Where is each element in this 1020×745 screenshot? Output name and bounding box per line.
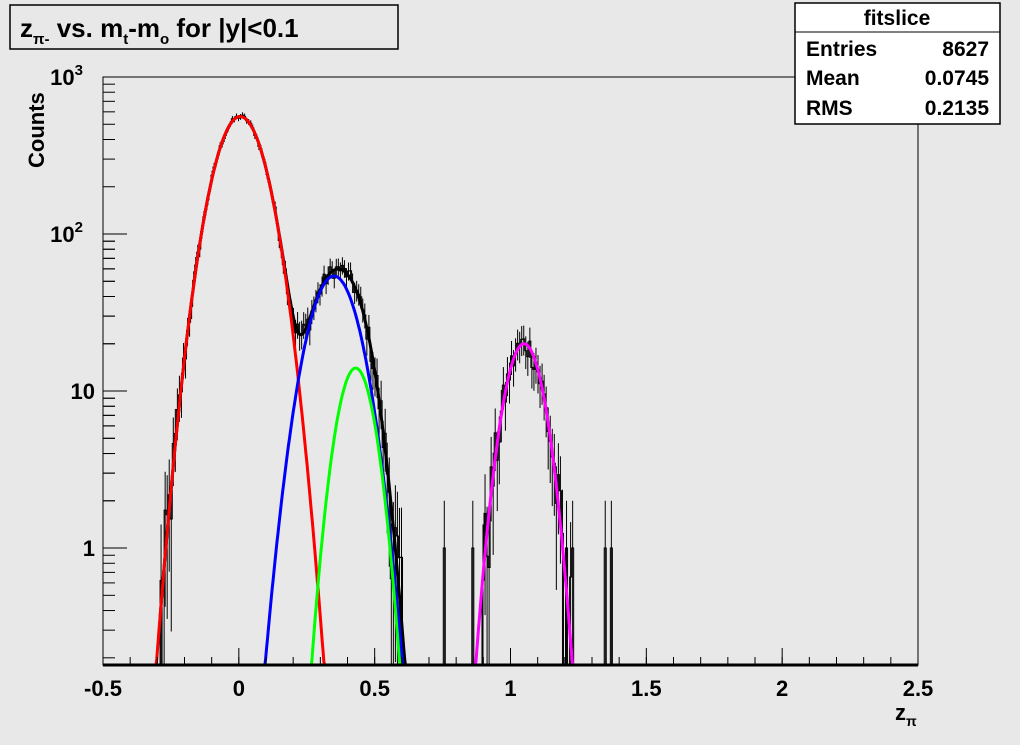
title-frame [9, 4, 399, 50]
fit-curve-1 [151, 114, 337, 667]
stats-entries-value: 8627 [942, 38, 989, 61]
stats-rms-label: RMS [806, 97, 853, 120]
stats-frame [794, 2, 1001, 125]
x-tick-label-1: 0 [233, 676, 245, 701]
axis-layer: -0.5 0 0.5 1 1.5 2 2.5 1 10 102 103 [50, 62, 933, 701]
stats-mean-value: 0.0745 [925, 67, 990, 90]
x-tick-label-0: -0.5 [84, 676, 122, 701]
x-tick-label-4: 1.5 [631, 676, 662, 701]
stats-entries-label: Entries [806, 38, 877, 61]
stats-title: fitslice [864, 7, 931, 30]
y-tick-label-3: 103 [50, 62, 83, 90]
title-box: zπ- vs. mt-mo for |y|<0.1 [9, 4, 399, 50]
chart-title: zπ- vs. mt-mo for |y|<0.1 [20, 13, 299, 48]
stats-rms-value: 0.2135 [925, 97, 990, 120]
x-tick-label-5: 2 [776, 676, 788, 701]
stats-mean-label: Mean [806, 67, 860, 90]
x-tick-label-3: 1 [504, 676, 516, 701]
y-tick-label-1: 10 [71, 379, 95, 404]
y-tick-label-0: 1 [83, 536, 95, 561]
x-tick-label-2: 0.5 [359, 676, 390, 701]
x-tick-label-6: 2.5 [903, 676, 934, 701]
y-axis-title: Counts [24, 92, 49, 168]
y-tick-label-2: 102 [50, 219, 83, 247]
stats-box: fitslice Entries 8627 Mean 0.0745 RMS 0.… [794, 2, 1001, 125]
x-axis-title: zπ [895, 700, 917, 729]
